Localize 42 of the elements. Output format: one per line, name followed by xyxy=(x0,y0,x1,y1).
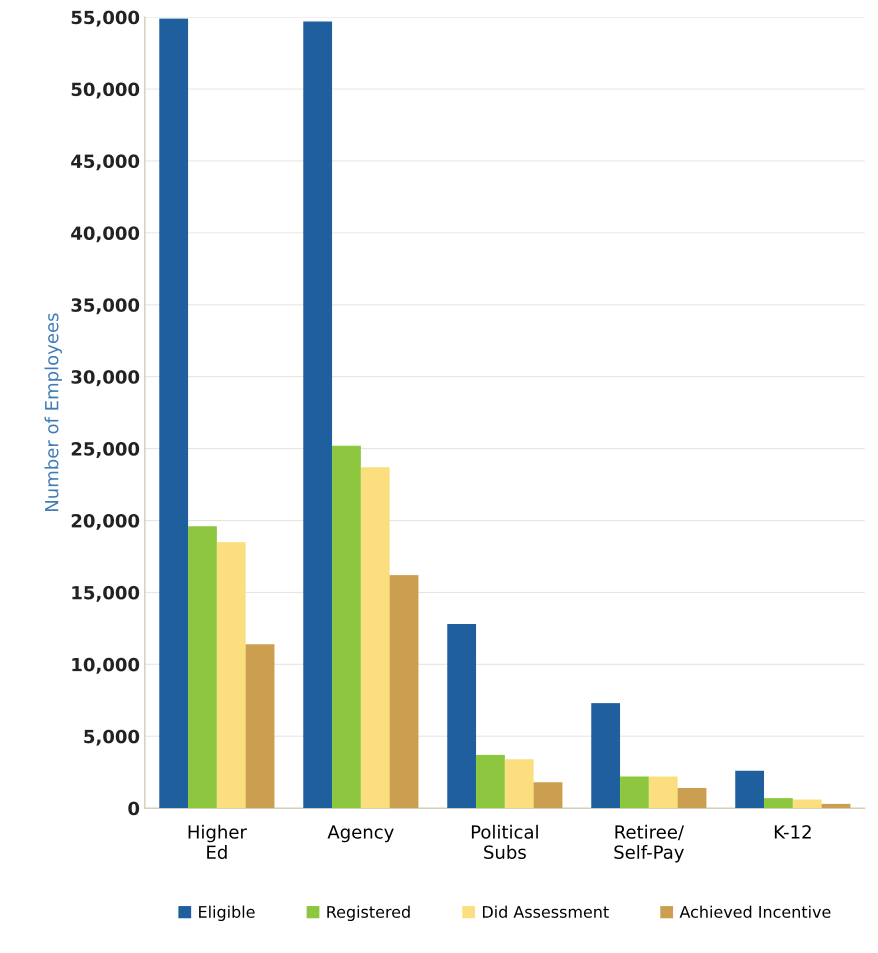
bar xyxy=(822,804,850,808)
legend-label: Eligible xyxy=(199,906,255,922)
y-tick-label: 5,000 xyxy=(84,730,140,746)
y-tick-label: 45,000 xyxy=(71,154,140,170)
y-tick-label: 40,000 xyxy=(71,226,140,242)
y-tick-label: 0 xyxy=(128,802,140,816)
bar xyxy=(216,542,246,808)
bar xyxy=(332,446,361,808)
bar xyxy=(447,624,476,808)
x-tick-label: Higher Ed xyxy=(188,824,247,860)
y-tick-label: 30,000 xyxy=(72,370,140,386)
bar xyxy=(792,800,822,808)
bar xyxy=(188,526,217,808)
y-tick-label: 25,000 xyxy=(72,442,140,458)
x-tick-label: Agency xyxy=(328,825,394,842)
y-axis-title: Number of Employees xyxy=(44,313,62,511)
legend-label: Achieved Incentive xyxy=(680,906,830,918)
bar xyxy=(735,770,764,808)
legend-label: Did Assessment xyxy=(482,906,609,918)
y-tick-label: 10,000 xyxy=(72,658,140,674)
bar xyxy=(159,18,188,808)
bar xyxy=(390,575,418,808)
y-tick-label: 50,000 xyxy=(72,82,140,98)
bar xyxy=(360,467,390,808)
bar xyxy=(764,798,793,808)
y-tick-label: 35,000 xyxy=(72,298,140,314)
y-tick-label: 55,000 xyxy=(72,10,140,27)
bar xyxy=(648,776,678,808)
x-tick-label: Political Subs xyxy=(472,824,538,860)
bar xyxy=(591,703,620,808)
y-tick-label: 20,000 xyxy=(72,514,140,530)
x-tick-label: Retiree/ Self-Pay xyxy=(614,824,684,863)
bar xyxy=(504,759,534,808)
legend-label: Registered xyxy=(327,906,410,922)
bar xyxy=(246,644,274,808)
bar xyxy=(620,776,649,808)
bar xyxy=(534,782,562,808)
bar xyxy=(678,788,706,808)
bar xyxy=(476,754,505,808)
y-tick-label: 15,000 xyxy=(72,586,140,602)
x-tick-label: K-12 xyxy=(774,825,811,839)
bar xyxy=(303,21,332,808)
